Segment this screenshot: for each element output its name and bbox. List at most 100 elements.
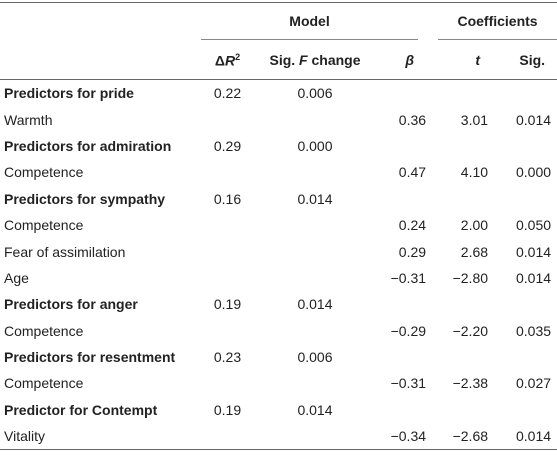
column-header: ΔR2 — [195, 41, 260, 80]
cell-value: 0.050 — [515, 217, 552, 234]
cell-value: 3.01 — [460, 111, 489, 128]
cell-value: 0.000 — [515, 164, 552, 181]
cell-value: −0.31 — [390, 375, 427, 392]
blank — [0, 41, 195, 80]
cell-value: 0.47 — [398, 164, 427, 181]
empty-cell — [195, 212, 260, 238]
empty-cell — [432, 186, 494, 212]
cell-value: −2.20 — [452, 322, 489, 339]
cell-value: 0.006 — [297, 85, 333, 102]
cell-value: 2.00 — [460, 217, 489, 234]
empty-cell — [432, 397, 494, 423]
cell-value: 0.000 — [297, 137, 333, 154]
empty-cell — [432, 133, 494, 159]
table-row: Predictors for resentment 0.23 0.006 — [0, 344, 557, 370]
text: Δ — [214, 52, 225, 69]
row-label: Competence — [4, 164, 84, 181]
empty-cell — [494, 291, 557, 317]
empty-cell — [494, 133, 557, 159]
group-header: Model — [195, 3, 432, 42]
table-row: Competence 0.47 4.10 0.000 — [0, 159, 557, 185]
row-label: Fear of assimilation — [4, 243, 126, 260]
empty-cell — [432, 344, 494, 370]
text: F — [299, 52, 308, 68]
cell-value: 0.19 — [213, 401, 242, 418]
column-header: Sig. F change — [260, 41, 370, 80]
text: Sig. — [519, 52, 546, 68]
row-label: Vitality — [4, 428, 45, 445]
cell-value: 0.006 — [297, 349, 333, 366]
empty-cell — [195, 423, 260, 450]
text: R — [224, 52, 236, 69]
column-header: β — [370, 41, 433, 80]
cell-value: 0.36 — [398, 111, 427, 128]
cell-value: −2.68 — [452, 428, 489, 445]
cell-value: 4.10 — [460, 164, 489, 181]
column-header: Sig. — [494, 41, 557, 80]
cell-value: 0.16 — [213, 190, 242, 207]
text: Sig. — [269, 52, 300, 68]
table-row: Warmth 0.36 3.01 0.014 — [0, 106, 557, 132]
empty-cell — [260, 370, 370, 396]
empty-cell — [494, 80, 557, 107]
cell-value: 0.23 — [213, 349, 242, 366]
cell-value: 0.035 — [515, 322, 552, 339]
empty-cell — [432, 80, 494, 107]
empty-cell — [195, 159, 260, 185]
row-label: Age — [4, 269, 29, 286]
cell-value: 2.68 — [460, 243, 489, 260]
empty-cell — [432, 291, 494, 317]
empty-cell — [260, 106, 370, 132]
empty-cell — [195, 106, 260, 132]
table-row: Predictor for Contempt 0.19 0.014 — [0, 397, 557, 423]
cell-value: 0.014 — [515, 111, 552, 128]
empty-cell — [370, 344, 432, 370]
row-label: Predictors for resentment — [4, 349, 176, 366]
row-label: Competence — [4, 322, 84, 339]
table-row: Age −0.31 −2.80 0.014 — [0, 265, 557, 291]
table-row: Predictors for pride 0.22 0.006 — [0, 80, 557, 107]
empty-cell — [260, 212, 370, 238]
text: β — [405, 52, 415, 68]
row-label: Competence — [4, 217, 84, 234]
row-label: Predictors for anger — [4, 296, 138, 313]
table-row: Fear of assimilation 0.29 2.68 0.014 — [0, 238, 557, 264]
cell-value: 0.014 — [515, 269, 552, 286]
cell-value: −2.80 — [452, 269, 489, 286]
blank — [0, 3, 195, 42]
row-label: Predictors for pride — [4, 85, 134, 102]
cell-value: 0.014 — [515, 428, 552, 445]
cell-value: −0.29 — [390, 322, 427, 339]
empty-cell — [370, 186, 432, 212]
table-row: Competence 0.24 2.00 0.050 — [0, 212, 557, 238]
text: change — [307, 52, 361, 68]
cell-value: 0.014 — [297, 190, 333, 207]
cell-value: 0.29 — [213, 137, 242, 154]
row-label: Warmth — [4, 111, 53, 128]
table-row: Competence −0.29 −2.20 0.035 — [0, 318, 557, 344]
table-row: Predictors for admiration 0.29 0.000 — [0, 133, 557, 159]
row-label: Predictor for Contempt — [4, 401, 158, 418]
cell-value: −0.31 — [390, 269, 427, 286]
cell-value: 0.014 — [515, 243, 552, 260]
cell-value: 0.22 — [213, 85, 242, 102]
empty-cell — [494, 397, 557, 423]
cell-value: −0.34 — [390, 428, 427, 445]
table-row: Predictors for sympathy 0.16 0.014 — [0, 186, 557, 212]
cell-value: 0.24 — [398, 217, 427, 234]
empty-cell — [260, 423, 370, 450]
table-row: Predictors for anger 0.19 0.014 — [0, 291, 557, 317]
cell-value: 0.027 — [515, 375, 552, 392]
empty-cell — [370, 133, 432, 159]
empty-cell — [195, 238, 260, 264]
group-header: Coefficients — [432, 3, 557, 42]
empty-cell — [494, 186, 557, 212]
cell-value: 0.19 — [213, 296, 242, 313]
cell-value: −2.38 — [452, 375, 489, 392]
cell-value: 0.29 — [398, 243, 427, 260]
text: t — [475, 52, 481, 68]
empty-cell — [195, 370, 260, 396]
empty-cell — [260, 238, 370, 264]
empty-cell — [494, 344, 557, 370]
